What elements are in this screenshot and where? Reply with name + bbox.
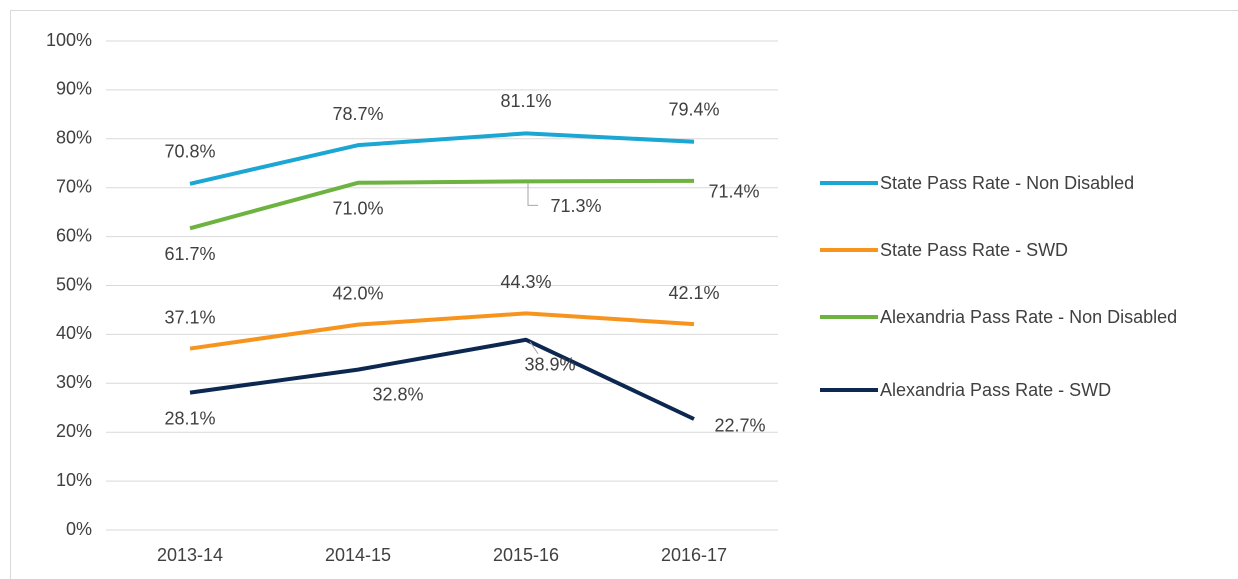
series-line	[189, 178, 695, 231]
data-label: 71.4%	[708, 182, 759, 202]
data-label: 61.7%	[164, 244, 215, 264]
data-label: 78.7%	[332, 104, 383, 124]
data-label: 28.1%	[164, 408, 215, 428]
data-label: 42.1%	[668, 283, 719, 303]
y-tick-label: 80%	[56, 128, 92, 148]
data-label: 70.8%	[164, 142, 215, 162]
data-label: 81.1%	[500, 91, 551, 111]
data-label: 42.0%	[332, 283, 383, 303]
y-tick-label: 0%	[66, 519, 92, 539]
y-tick-label: 60%	[56, 225, 92, 245]
chart-frame	[10, 10, 1238, 579]
data-label: 44.3%	[500, 272, 551, 292]
data-label: 79.4%	[668, 99, 719, 119]
y-tick-label: 50%	[56, 274, 92, 294]
series-line	[189, 337, 695, 421]
y-tick-label: 10%	[56, 470, 92, 490]
leader-line	[527, 183, 538, 206]
y-tick-label: 20%	[56, 421, 92, 441]
x-tick-label: 2016-17	[661, 545, 727, 565]
y-tick-label: 30%	[56, 372, 92, 392]
data-label: 32.8%	[372, 384, 423, 404]
series-line	[189, 311, 695, 351]
x-tick-label: 2014-15	[325, 545, 391, 565]
legend-label: Alexandria Pass Rate - Non Disabled	[880, 307, 1178, 327]
y-tick-label: 70%	[56, 176, 92, 196]
leader-line	[529, 341, 539, 355]
y-tick-label: 40%	[56, 323, 92, 343]
legend-label: Alexandria Pass Rate - SWD	[880, 380, 1112, 400]
data-label: 71.0%	[332, 199, 383, 219]
data-label: 22.7%	[714, 416, 765, 436]
data-label: 37.1%	[164, 307, 215, 327]
legend-label: State Pass Rate - Non Disabled	[880, 173, 1135, 193]
data-label: 38.9%	[524, 355, 575, 375]
x-tick-label: 2015-16	[493, 545, 559, 565]
y-tick-label: 100%	[46, 30, 92, 50]
x-tick-label: 2013-14	[157, 545, 223, 565]
data-label: 71.3%	[550, 196, 601, 216]
y-tick-label: 90%	[56, 79, 92, 99]
legend-label: State Pass Rate - SWD	[880, 240, 1069, 260]
series-line	[189, 131, 695, 186]
